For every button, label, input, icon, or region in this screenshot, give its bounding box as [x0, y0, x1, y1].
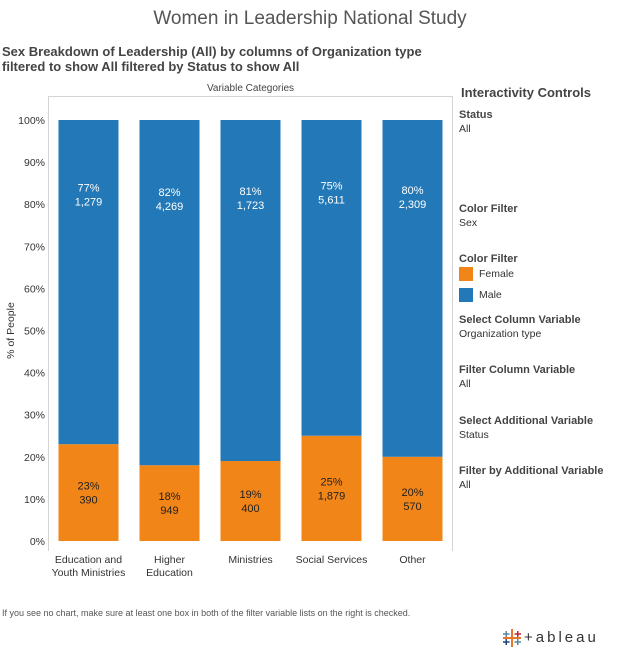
data-label-count: 4,269 — [156, 201, 184, 213]
page-title: Women in Leadership National Study — [153, 8, 467, 29]
y-tick-label: 90% — [24, 157, 45, 169]
x-tick-label: Education — [146, 567, 193, 579]
data-label-count: 400 — [241, 503, 259, 515]
filter-additional-variable-value[interactable]: All — [459, 479, 471, 491]
x-tick-label: Ministries — [228, 554, 272, 566]
x-tick-label: Other — [399, 554, 426, 566]
y-tick-label: 10% — [24, 494, 45, 506]
legend-label-female: Female — [479, 267, 515, 280]
chart-header-divider — [48, 96, 453, 97]
y-axis-label: % of People — [5, 302, 17, 359]
x-tick-label: Higher — [154, 554, 185, 566]
data-label-count: 2,309 — [399, 199, 427, 211]
data-label-pct: 23% — [77, 481, 99, 493]
bar-female-4 — [382, 456, 443, 541]
data-label-pct: 82% — [158, 187, 180, 199]
bar-male-0 — [58, 120, 119, 445]
y-tick-label: 0% — [30, 536, 45, 548]
controls-title: Interactivity Controls — [461, 85, 592, 100]
color-legend-label: Color Filter — [459, 253, 518, 265]
data-label-pct: 80% — [401, 185, 423, 197]
y-tick-label: 100% — [18, 115, 45, 127]
legend-label-male: Male — [479, 288, 502, 301]
y-tick-label: 70% — [24, 241, 45, 253]
select-column-variable-label: Select Column Variable — [459, 314, 581, 326]
x-tick-label: Youth Ministries — [52, 567, 126, 579]
select-column-variable-value[interactable]: Organization type — [459, 328, 542, 340]
stacked-bar-chart: 0% 10% 20% 30% 40% 50% 60% 70% 80% 90% 100% % of Pe… — [5, 115, 443, 579]
data-label-pct: 81% — [239, 186, 261, 198]
color-filter-label: Color Filter — [459, 203, 518, 215]
tableau-logo: +ableau — [502, 628, 614, 650]
tableau-cross-icon — [503, 629, 521, 647]
select-additional-variable-value[interactable]: Status — [459, 429, 489, 441]
chart-frame — [48, 96, 453, 551]
x-tick-label: Education and — [55, 554, 122, 566]
data-label-count: 1,879 — [318, 490, 346, 502]
data-label-pct: 20% — [401, 487, 423, 499]
bar-male-3 — [301, 120, 362, 436]
data-label-count: 1,723 — [237, 200, 265, 212]
female-swatch-icon — [459, 267, 473, 281]
footnote: If you see no chart, make sure at least … — [2, 608, 411, 618]
color-filter-value[interactable]: Sex — [459, 217, 478, 229]
x-tick-label: Social Services — [296, 554, 368, 566]
filter-column-variable-value[interactable]: All — [459, 378, 471, 390]
data-label-count: 949 — [160, 505, 178, 517]
y-tick-label: 50% — [24, 326, 45, 338]
data-label-pct: 19% — [239, 489, 261, 501]
data-label-pct: 75% — [320, 180, 342, 192]
data-label-count: 570 — [403, 501, 421, 513]
bar-female-2 — [220, 461, 281, 541]
data-label-count: 5,611 — [318, 194, 345, 206]
y-tick-label: 20% — [24, 452, 45, 464]
bar-female-3 — [301, 435, 362, 541]
bar-female-1 — [139, 465, 200, 541]
bar-male-1 — [139, 120, 200, 466]
y-tick-label: 30% — [24, 410, 45, 422]
data-label-count: 1,279 — [75, 196, 103, 208]
male-swatch-icon — [459, 288, 473, 302]
chart-column-header: Variable Categories — [206, 83, 295, 94]
filter-column-variable-label: Filter Column Variable — [459, 364, 576, 376]
y-tick-label: 80% — [24, 199, 45, 211]
data-label-pct: 18% — [158, 491, 180, 503]
chart-subtitle: Sex Breakdown of Leadership (All) by col… — [2, 44, 422, 74]
bar-female-0 — [58, 444, 119, 541]
legend-item-female[interactable]: Female — [459, 267, 514, 281]
bar-male-2 — [220, 120, 281, 462]
legend-item-male[interactable]: Male — [459, 288, 502, 302]
data-label-pct: 77% — [77, 182, 99, 194]
y-tick-label: 60% — [24, 283, 45, 295]
filter-additional-variable-label: Filter by Additional Variable — [459, 465, 604, 477]
bar-male-4 — [382, 120, 443, 457]
tableau-wordmark: +ableau — [524, 629, 599, 646]
data-label-pct: 25% — [320, 476, 342, 488]
data-label-count: 390 — [79, 495, 97, 507]
status-filter-value[interactable]: All — [459, 123, 471, 135]
y-tick-label: 40% — [24, 368, 45, 380]
select-additional-variable-label: Select Additional Variable — [459, 415, 594, 427]
status-filter-label: Status — [459, 109, 493, 121]
